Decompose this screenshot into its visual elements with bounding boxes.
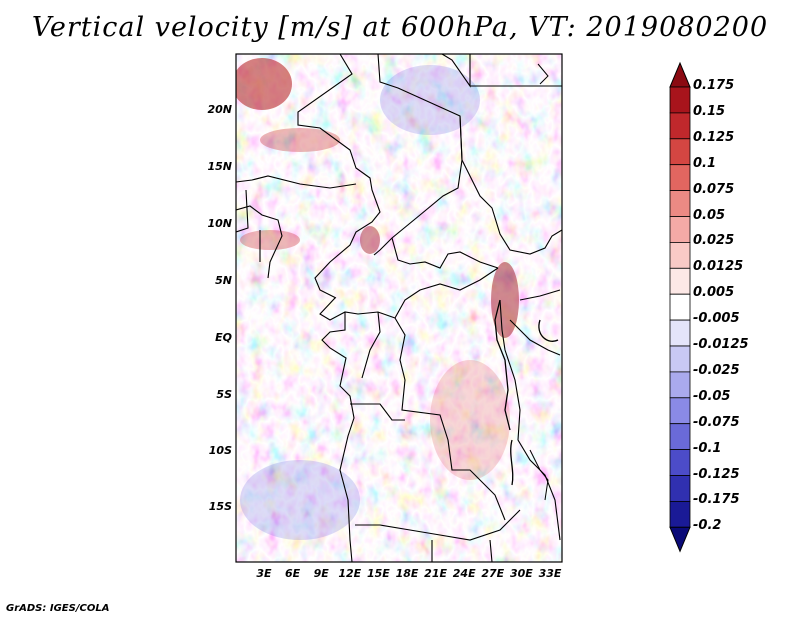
lon-label: 3E [256,567,272,580]
colorbar-swatch [669,190,691,217]
colorbar-swatch [669,475,691,502]
colorbar-label: -0.1 [693,440,722,456]
colorbar-label: -0.0125 [693,337,749,352]
lon-label: 33E [538,567,562,580]
colorbar-swatch [669,112,691,140]
colorbar-label: -0.005 [693,311,740,327]
lat-label: 15S [208,500,232,513]
colorbar-label: 0.125 [693,129,735,145]
colorbar [669,61,691,553]
colorbar-label: -0.075 [693,414,740,430]
colorbar-label: 0.1 [693,155,717,171]
lat-label: 20N [207,103,232,116]
lon-label: 6E [285,567,301,580]
velocity-field [236,54,562,562]
colorbar-label: -0.05 [693,388,731,404]
colorbar-label: -0.025 [693,362,740,378]
colorbar-label: 0.15 [693,103,726,119]
colorbar-swatch [669,293,691,321]
colorbar-swatch [669,345,691,373]
colorbar-label: 0.005 [693,285,735,301]
lon-label: 24E [452,567,476,580]
country-borders [236,54,562,562]
colorbar-swatch [669,500,691,528]
colorbar-swatch [669,241,691,269]
lakes-coastline [494,63,559,501]
map-title: Vertical velocity [m/s] at 600hPa, VT: 2… [31,12,769,43]
colorbar-label: -0.125 [693,466,740,482]
colorbar-swatch [669,164,691,191]
lat-label: 10N [207,217,232,230]
lat-label: 5N [215,274,232,287]
colorbar-swatch [669,423,691,451]
colorbar-label: 0.075 [693,181,735,197]
lon-label: 12E [338,567,362,580]
colorbar-label: -0.2 [693,518,722,534]
lon-label: 27E [481,567,505,580]
colorbar-swatch [669,267,691,295]
map-frame [235,53,563,563]
colorbar-label: 0.025 [693,233,735,249]
lat-label: EQ [215,331,232,344]
colorbar-swatch [669,371,691,399]
grads-credit: GrADS: IGES/COLA [6,603,110,614]
colorbar-label: 0.175 [693,78,735,93]
colorbar-swatch [669,449,691,476]
colorbar-bottom-arrow [669,526,691,553]
lat-label: 10S [208,444,232,457]
lon-label: 18E [395,567,419,580]
colorbar-label: 0.0125 [693,259,744,275]
lon-label: 15E [366,567,390,580]
colorbar-swatch [669,138,691,166]
colorbar-label: 0.05 [693,207,726,223]
colorbar-swatch [669,86,691,114]
colorbar-swatch [669,319,691,347]
lon-label: 30E [509,567,533,580]
colorbar-swatch [669,216,691,243]
colorbar-swatch [669,397,691,425]
lat-label: 5S [216,388,232,401]
lon-label: 9E [313,567,329,580]
colorbar-top-arrow [669,61,691,88]
lat-label: 15N [207,160,232,173]
colorbar-label: -0.175 [693,492,740,508]
lon-label: 21E [424,567,447,580]
